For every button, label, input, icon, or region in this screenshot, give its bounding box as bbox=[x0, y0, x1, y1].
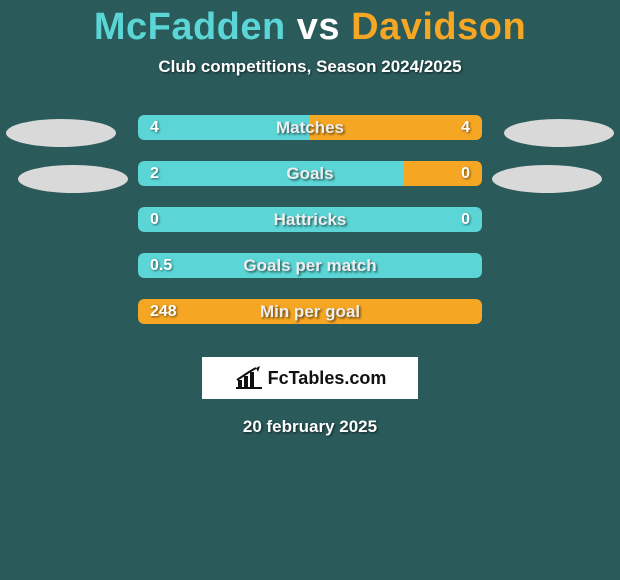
stat-value-left: 4 bbox=[150, 115, 159, 140]
player-b-avatar bbox=[504, 119, 614, 147]
stat-bar-left bbox=[138, 207, 482, 232]
branding-box: FcTables.com bbox=[202, 357, 418, 399]
player-a-avatar bbox=[18, 165, 128, 193]
stat-row: 0.5Goals per match bbox=[0, 253, 620, 299]
stat-value-left: 0.5 bbox=[150, 253, 172, 278]
stat-bar-left bbox=[138, 115, 310, 140]
stat-bar-left bbox=[138, 253, 482, 278]
title-player-a: McFadden bbox=[94, 6, 286, 48]
player-b-avatar bbox=[492, 165, 602, 193]
stat-value-left: 0 bbox=[150, 207, 159, 232]
stat-bar-track bbox=[138, 207, 482, 232]
stat-value-right: 0 bbox=[461, 207, 470, 232]
title-player-b: Davidson bbox=[351, 6, 526, 48]
stat-bar-track bbox=[138, 253, 482, 278]
stat-row: 44Matches bbox=[0, 115, 620, 161]
stat-bar-track bbox=[138, 115, 482, 140]
stat-value-right: 4 bbox=[461, 115, 470, 140]
subtitle: Club competitions, Season 2024/2025 bbox=[0, 57, 620, 77]
stat-bar-track bbox=[138, 299, 482, 324]
stat-row: 248Min per goal bbox=[0, 299, 620, 345]
stat-row: 20Goals bbox=[0, 161, 620, 207]
stat-bar-left bbox=[138, 161, 403, 186]
stat-row: 00Hattricks bbox=[0, 207, 620, 253]
player-a-avatar bbox=[6, 119, 116, 147]
stat-bar-right bbox=[310, 115, 482, 140]
stat-bar-track bbox=[138, 161, 482, 186]
stat-value-left: 248 bbox=[150, 299, 177, 324]
branding-text: FcTables.com bbox=[268, 368, 387, 389]
comparison-chart: 44Matches20Goals00Hattricks0.5Goals per … bbox=[0, 115, 620, 345]
stat-value-left: 2 bbox=[150, 161, 159, 186]
title-vs: vs bbox=[297, 6, 340, 48]
date-line: 20 february 2025 bbox=[0, 417, 620, 437]
stat-bar-right bbox=[403, 161, 482, 186]
bar-chart-icon bbox=[234, 366, 262, 390]
stat-bar-right bbox=[138, 299, 482, 324]
stat-value-right: 0 bbox=[461, 161, 470, 186]
page-title: McFadden vs Davidson bbox=[0, 0, 620, 49]
